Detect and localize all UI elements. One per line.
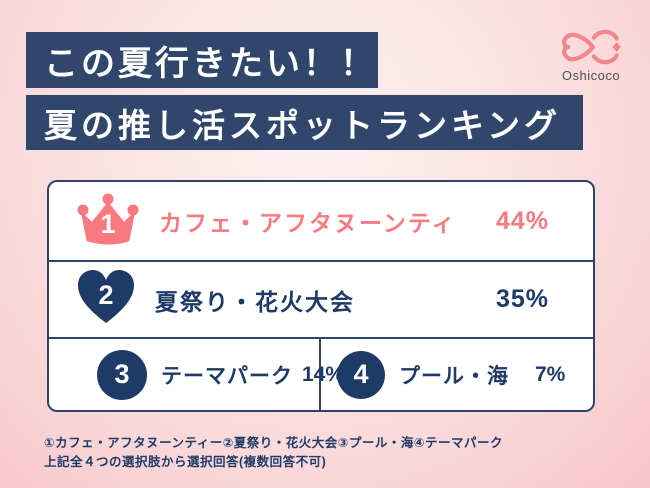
footnote: ①カフェ・アフタヌーンティー②夏祭り・花火大会③プール・海④テーマパーク 上記全… <box>44 434 503 472</box>
title-line-2-text: 夏の推し活スポットランキング <box>44 106 562 144</box>
title-line-2: 夏の推し活スポットランキング <box>26 95 583 150</box>
crown-icon: 1 <box>75 191 141 252</box>
rank-2-row: 2 夏祭り・花火大会 35% <box>49 260 593 337</box>
rank-3-cell: 3 テーマパーク 14% <box>49 339 344 410</box>
rank-1-number: 1 <box>100 208 116 239</box>
rank-3-value: 14% <box>302 362 345 386</box>
title-line-1-text: この夏行きたい！！ <box>44 44 377 83</box>
rank-2-number: 2 <box>98 280 114 310</box>
rank-4-cell: 4 プール・海 7% <box>321 339 593 410</box>
rank-2-value: 35% <box>495 285 549 313</box>
brand-logo: Oshicoco <box>554 28 628 83</box>
rank-4-label: プール・海 <box>399 364 509 388</box>
ranking-card: 1 カフェ・アフタヌーンティ 44% 2 夏祭り・花火大会 35% 3 テーマパ… <box>47 180 595 412</box>
rank-4-value: 7% <box>535 362 566 386</box>
rank-1-row: 1 カフェ・アフタヌーンティ 44% <box>49 182 593 260</box>
rank-3-4-row: 3 テーマパーク 14% 4 プール・海 7% <box>49 337 593 410</box>
heart-icon: 2 <box>75 269 137 330</box>
oshicoco-infinity-hearts-icon <box>562 29 621 65</box>
circle-badge-icon: 3 <box>97 349 147 400</box>
title-line-1: この夏行きたい！！ <box>26 32 378 88</box>
rank-3-label: テーマパーク <box>161 364 293 388</box>
rank-1-value: 44% <box>495 206 549 235</box>
circle-badge-icon: 4 <box>337 350 385 399</box>
footnote-line-1: ①カフェ・アフタヌーンティー②夏祭り・花火大会③プール・海④テーマパーク <box>44 436 503 450</box>
rank-4-number: 4 <box>353 359 369 389</box>
rank-2-label: 夏祭り・花火大会 <box>155 288 355 315</box>
brand-name: Oshicoco <box>561 68 621 83</box>
rank-1-label: カフェ・アフタヌーンティ <box>159 210 457 236</box>
rank-3-number: 3 <box>114 359 130 389</box>
footnote-line-2: 上記全４つの選択肢から選択回答(複数回答不可) <box>44 455 327 469</box>
